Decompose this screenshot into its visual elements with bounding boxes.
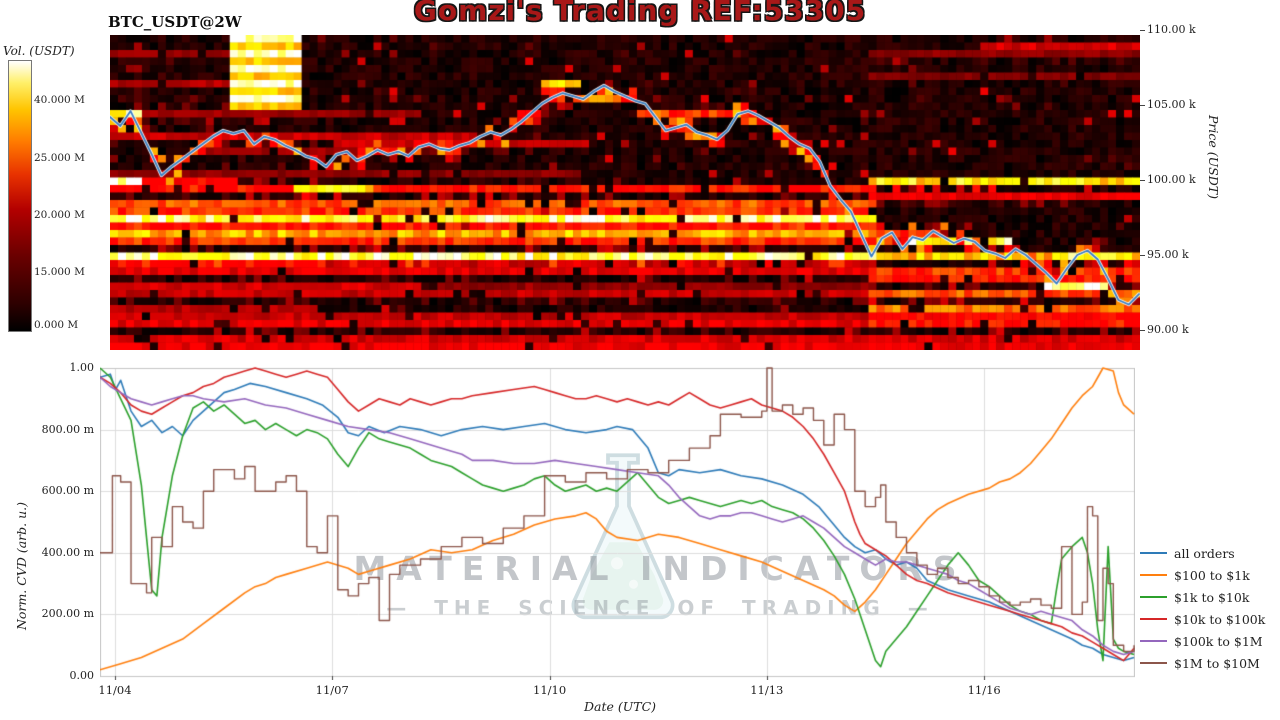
colorbar-tick-label: 25.000 M [34, 152, 85, 164]
legend-label: all orders [1174, 545, 1235, 561]
cvd-tick-label: 600.00 m [41, 484, 94, 498]
legend-label: $1M to $10M [1174, 655, 1260, 671]
legend-item: $100k to $1M [1140, 630, 1265, 652]
symbol-label: BTC_USDT@2W [108, 13, 242, 31]
colorbar-tick-label: 15.000 M [34, 265, 85, 278]
price-tickmark [1140, 180, 1145, 181]
colorbar-tick-label: 40.000 M [34, 93, 85, 106]
cvd-tick-label: 800.00 m [41, 422, 94, 436]
legend-line-swatch [1140, 573, 1167, 577]
cvd-axis-label: Norm. CVD (arb. u.) [14, 502, 29, 630]
price-tickmark [1140, 255, 1145, 256]
date-tick-label: 11/07 [315, 683, 349, 697]
date-tick-label: 11/16 [967, 683, 1001, 697]
date-tick-label: 11/10 [533, 683, 567, 697]
price-tick-label: 110.00 k [1147, 23, 1196, 37]
date-axis-label: Date (UTC) [583, 699, 657, 714]
price-tick-label: 105.00 k [1147, 98, 1196, 112]
colorbar-tick-label: 20.000 M [34, 208, 85, 221]
legend-item: $1M to $10M [1140, 652, 1265, 674]
price-tickmark [1140, 330, 1145, 331]
legend-line-swatch [1140, 661, 1167, 665]
legend-line-swatch [1140, 639, 1167, 643]
legend-item: $1k to $10k [1140, 586, 1265, 608]
legend-line-swatch [1140, 595, 1167, 599]
colorbar-label: Vol. (USDT) [3, 44, 75, 58]
legend-line-swatch [1140, 617, 1167, 621]
date-tick-label: 11/13 [750, 683, 784, 697]
colorbar-tick-label: 0.000 M [34, 318, 79, 331]
liquidity-heatmap-canvas [110, 35, 1140, 350]
legend-line-swatch [1140, 551, 1167, 555]
legend-item: all orders [1140, 542, 1265, 564]
page-title: Gomzi's Trading REF:53305 [413, 0, 867, 27]
legend-label: $1k to $10k [1174, 589, 1250, 605]
price-tick-label: 100.00 k [1147, 173, 1196, 187]
cvd-tick-label: 200.00 m [41, 607, 94, 621]
cvd-tick-label: 0.00 [69, 669, 95, 682]
date-tick-label: 11/04 [98, 683, 132, 697]
price-axis-label: Price (USDT) [1206, 115, 1221, 199]
price-tickmark [1140, 30, 1145, 31]
legend-label: $100 to $1k [1174, 567, 1250, 583]
legend-item: $10k to $100k [1140, 608, 1265, 630]
price-tick-label: 95.00 k [1147, 248, 1189, 262]
volume-colorbar [8, 60, 32, 332]
price-tickmark [1140, 105, 1145, 106]
legend-label: $100k to $1M [1174, 633, 1263, 649]
cvd-tick-label: 1.00 [69, 361, 95, 374]
legend-label: $10k to $100k [1174, 611, 1266, 627]
cvd-tick-label: 400.00 m [41, 545, 94, 559]
legend-item: $100 to $1k [1140, 564, 1265, 586]
cvd-chart-canvas [100, 365, 1135, 680]
legend: all orders $100 to $1k $1k to $10k $10k to … [1140, 542, 1265, 674]
price-tick-label: 90.00 k [1147, 323, 1189, 337]
